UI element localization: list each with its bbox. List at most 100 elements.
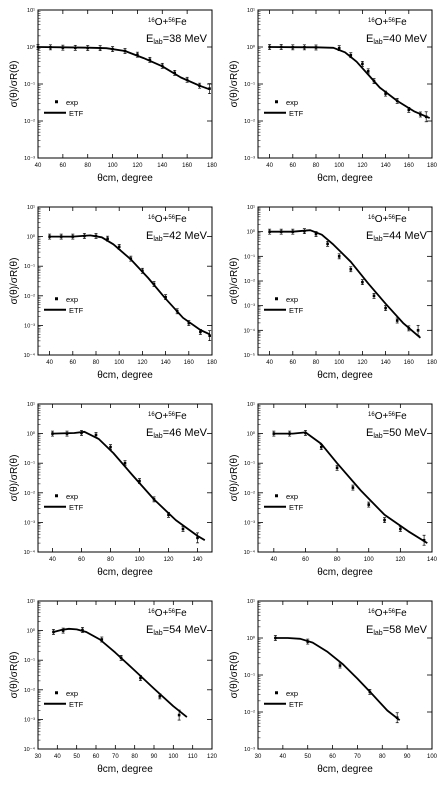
- data-point: [123, 49, 127, 53]
- reaction-label: 16O+56Fe: [148, 608, 187, 619]
- data-point: [407, 108, 411, 112]
- data-point: [129, 257, 133, 260]
- reaction-label: 16O+56Fe: [368, 214, 407, 225]
- x-tick-label: 140: [427, 557, 438, 563]
- data-point: [367, 503, 371, 506]
- legend-etf-label: ETF: [289, 503, 304, 512]
- data-point: [395, 319, 399, 322]
- data-point: [117, 245, 121, 249]
- reaction-label: 16O+56Fe: [368, 411, 407, 422]
- data-point: [335, 466, 339, 470]
- data-point: [65, 432, 69, 435]
- y-tick-label: 10⁻⁴: [244, 549, 256, 556]
- y-axis-title: σ(θ)/σR(θ): [229, 455, 240, 502]
- y-tick-label: 10⁻³: [244, 747, 255, 753]
- x-tick-label: 180: [427, 163, 438, 169]
- data-point: [94, 433, 98, 437]
- data-point: [208, 334, 211, 337]
- data-point: [123, 461, 127, 465]
- y-tick-label: 10⁻²: [24, 119, 35, 125]
- x-tick-label: 60: [289, 360, 296, 366]
- legend-exp-label: exp: [286, 295, 298, 304]
- x-tick-label: 80: [313, 360, 320, 366]
- x-tick-label: 100: [114, 360, 125, 366]
- data-point: [326, 242, 329, 246]
- data-point: [119, 656, 123, 660]
- x-tick-label: 160: [182, 163, 193, 169]
- y-tick-label: 10¹: [247, 402, 255, 408]
- x-tick-label: 140: [381, 360, 392, 366]
- chart-panel-7: 30 40 50 60 70 80 90 100 110 120 10⁻⁴ 10⁻³ 10⁻² 10⁻¹ 1…: [9, 599, 218, 775]
- y-tick-label: 10¹: [27, 205, 35, 211]
- x-tick-label: 80: [313, 163, 320, 169]
- data-point: [175, 309, 179, 313]
- plot-frame: [37, 403, 213, 553]
- energy-label: Elab=54 MeV: [146, 624, 208, 637]
- x-tick-label: 160: [404, 360, 415, 366]
- y-tick-label: 10⁻⁵: [244, 352, 255, 359]
- x-tick-label: 60: [329, 754, 336, 760]
- y-tick-label: 10⁻³: [24, 520, 35, 526]
- data-point: [152, 498, 156, 501]
- legend-etf-label: ETF: [69, 503, 84, 512]
- data-point: [164, 295, 167, 299]
- data-point: [158, 695, 162, 698]
- data-point: [349, 267, 353, 271]
- data-point: [395, 99, 399, 103]
- legend-etf-label: ETF: [289, 109, 304, 118]
- data-point: [399, 527, 402, 531]
- data-point: [80, 431, 83, 435]
- etf-curve: [269, 229, 421, 339]
- data-point: [83, 234, 86, 238]
- data-point: [185, 78, 189, 82]
- data-point: [71, 235, 75, 238]
- y-tick-label: 10¹: [247, 8, 255, 14]
- y-tick-label: 10¹: [27, 8, 35, 14]
- etf-curve: [269, 46, 431, 119]
- reaction-label: 16O+56Fe: [368, 17, 407, 28]
- x-tick-label: 40: [266, 163, 273, 169]
- y-tick-label: 10¹: [247, 205, 255, 211]
- legend-exp-label: exp: [286, 98, 298, 107]
- x-axis-title: θcm, degree: [97, 173, 153, 184]
- data-point: [366, 70, 370, 73]
- y-tick-label: 10⁻¹: [244, 673, 255, 679]
- data-point: [181, 527, 185, 531]
- legend-exp-label: exp: [286, 492, 298, 501]
- data-point: [86, 46, 90, 50]
- x-tick-label: 160: [184, 360, 195, 366]
- data-point: [136, 53, 139, 56]
- y-tick-label: 10⁻¹: [24, 82, 35, 88]
- energy-label: Elab=44 MeV: [366, 230, 428, 243]
- x-tick-label: 90: [151, 754, 158, 760]
- data-point: [199, 330, 202, 334]
- x-tick-label: 100: [427, 754, 438, 760]
- x-tick-label: 40: [266, 360, 273, 366]
- data-point: [198, 84, 201, 87]
- x-tick-label: 80: [379, 754, 386, 760]
- etf-curve: [52, 430, 206, 541]
- data-point: [167, 513, 170, 517]
- y-tick-label: 10⁰: [27, 628, 36, 635]
- data-point: [395, 716, 399, 720]
- y-tick-label: 10⁰: [247, 44, 256, 51]
- data-point: [51, 432, 54, 435]
- data-point: [177, 713, 181, 717]
- data-point: [272, 432, 276, 435]
- data-point: [141, 269, 144, 273]
- x-tick-label: 60: [302, 557, 309, 563]
- y-tick-label: 10⁻¹: [244, 461, 255, 467]
- data-point: [288, 432, 291, 435]
- data-point: [384, 306, 387, 310]
- x-tick-label: 180: [427, 360, 438, 366]
- y-tick-label: 10⁻³: [244, 520, 255, 526]
- y-tick-label: 10⁰: [27, 431, 36, 438]
- y-axis-title: σ(θ)/σR(θ): [9, 61, 20, 108]
- data-point: [73, 46, 77, 50]
- data-point: [61, 629, 65, 632]
- x-tick-label: 140: [381, 163, 392, 169]
- legend-etf-label: ETF: [69, 700, 84, 709]
- data-point: [106, 237, 109, 240]
- legend-exp-label: exp: [66, 98, 78, 107]
